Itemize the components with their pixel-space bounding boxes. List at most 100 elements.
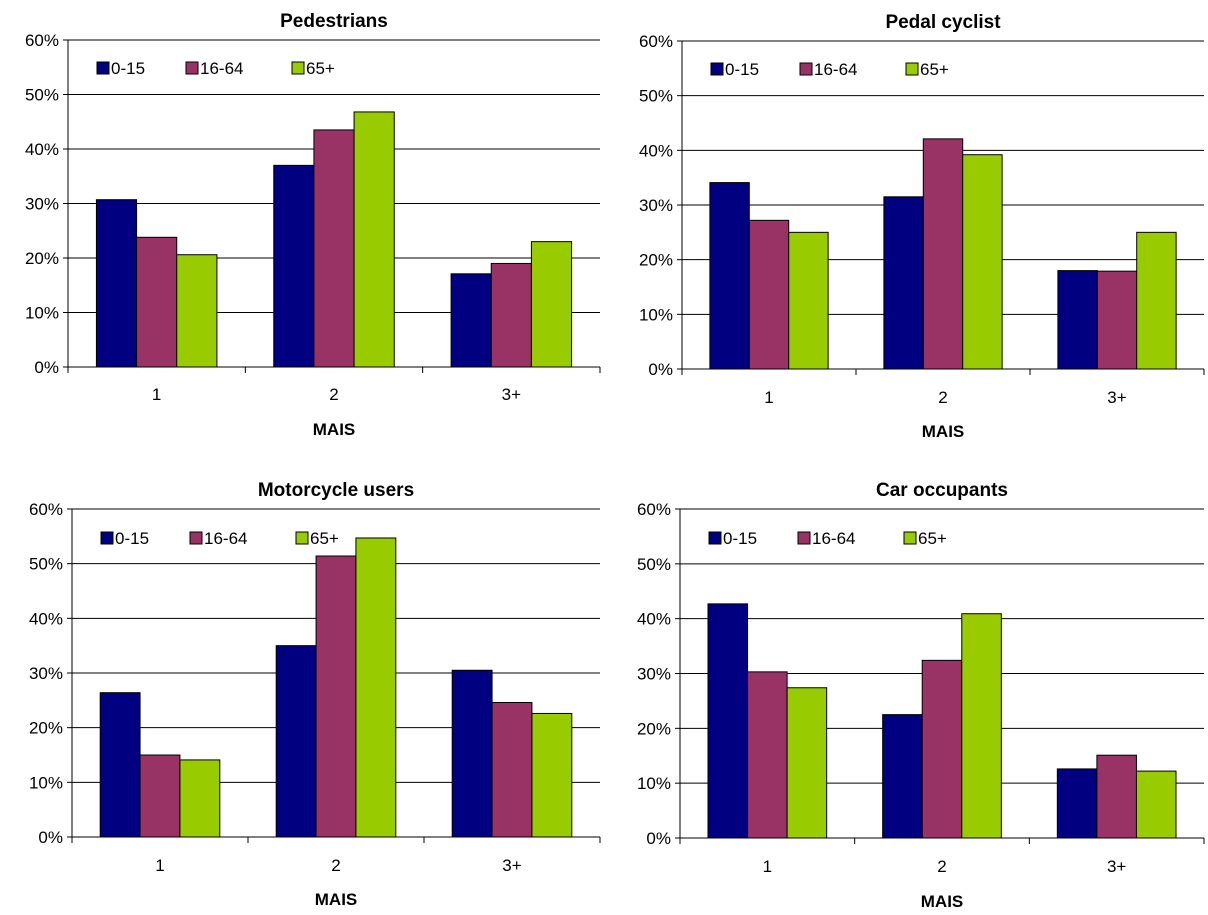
bar-65-3 xyxy=(530,241,573,368)
legend-swatch-0-15 xyxy=(100,531,114,545)
bar-16-64-2 xyxy=(315,555,357,838)
legend-label-65: 65+ xyxy=(920,60,949,79)
bar-65-2 xyxy=(961,613,1002,839)
y-tick-label: 50% xyxy=(639,87,673,106)
y-tick-label: 30% xyxy=(639,196,673,215)
chart-pedestrians: 0% 10% 20% 30% 40% 50% 60% 1 2 3+ Pedestrians MAIS 0… xyxy=(25,11,601,439)
bar-0-15-2 xyxy=(883,196,924,370)
bar-16-64-1 xyxy=(139,754,181,838)
chart-panel-pedestrians: 0% 10% 20% 30% 40% 50% 60% 1 2 3+ Pedestrians MAIS 0… xyxy=(0,0,604,457)
legend-swatch-16-64 xyxy=(189,531,203,545)
bar-16-64-2 xyxy=(922,138,964,370)
bar-65-1 xyxy=(788,231,829,370)
chart-title: Pedestrians xyxy=(280,11,388,32)
y-tick-label: 0% xyxy=(34,358,59,377)
x-axis-label: MAIS xyxy=(313,420,356,439)
chart-panel-motorcycle-users: 0% 10% 20% 30% 40% 50% 60% 1 2 3+ Motorcycle users… xyxy=(0,457,604,915)
legend-label-0-15: 0-15 xyxy=(725,60,759,79)
y-tick-label: 0% xyxy=(38,828,63,847)
bar-16-64-2 xyxy=(921,659,963,839)
y-tick-label: 50% xyxy=(29,555,63,574)
chart-car-occupants: 0% 10% 20% 30% 40% 50% 60% 1 2 3+ Car occupants MAI… xyxy=(637,480,1205,911)
bar-0-15-3 xyxy=(450,273,492,368)
x-tick-label: 3+ xyxy=(502,856,521,875)
y-tick-label: 20% xyxy=(637,719,671,738)
bar-16-64-3 xyxy=(1096,270,1138,370)
legend-label-65: 65+ xyxy=(310,529,339,548)
y-tick-label: 0% xyxy=(648,360,673,379)
legend-label-0-15: 0-15 xyxy=(723,529,757,548)
legend-swatch-65 xyxy=(291,61,305,75)
bar-0-15-3 xyxy=(451,669,493,838)
bar-16-64-2 xyxy=(313,129,355,368)
bar-65-3 xyxy=(1136,231,1177,370)
bar-0-15-3 xyxy=(1057,270,1098,370)
x-tick-label: 3+ xyxy=(1107,388,1126,407)
legend-swatch-65 xyxy=(905,62,919,76)
bar-16-64-3 xyxy=(490,262,532,368)
y-tick-label: 40% xyxy=(29,609,63,628)
bar-65-2 xyxy=(355,537,397,838)
chart-panel-pedal-cyclist: 0% 10% 20% 30% 40% 50% 60% 1 2 3+ Pedal cyclist MAI… xyxy=(604,0,1208,457)
bar-16-64-1 xyxy=(747,671,788,839)
legend-label-65: 65+ xyxy=(918,529,947,548)
bar-0-15-2 xyxy=(275,645,317,838)
legend-label-16-64: 16-64 xyxy=(204,529,247,548)
x-axis-label: MAIS xyxy=(921,892,964,911)
bar-65-3 xyxy=(531,712,573,838)
y-tick-label: 60% xyxy=(637,500,671,519)
y-tick-label: 60% xyxy=(25,31,59,50)
bar-16-64-1 xyxy=(136,236,178,368)
x-axis-label: MAIS xyxy=(922,422,965,441)
bar-65-3 xyxy=(1135,770,1177,839)
legend-swatch-0-15 xyxy=(710,62,724,76)
bar-16-64-3 xyxy=(491,702,533,838)
y-tick-label: 0% xyxy=(646,829,671,848)
y-tick-label: 10% xyxy=(29,773,63,792)
y-tick-label: 20% xyxy=(25,249,59,268)
chart-motorcycle-users: 0% 10% 20% 30% 40% 50% 60% 1 2 3+ Motorcycle users… xyxy=(29,480,601,909)
y-tick-label: 20% xyxy=(29,719,63,738)
legend-swatch-65 xyxy=(903,531,917,545)
x-tick-label: 1 xyxy=(763,857,772,876)
x-axis-label: MAIS xyxy=(315,890,358,909)
y-tick-label: 10% xyxy=(639,305,673,324)
y-tick-label: 20% xyxy=(639,251,673,270)
legend-swatch-16-64 xyxy=(797,531,811,545)
y-tick-label: 60% xyxy=(639,32,673,51)
chart-title: Motorcycle users xyxy=(258,480,414,501)
y-tick-label: 40% xyxy=(25,140,59,159)
x-tick-label: 2 xyxy=(937,857,946,876)
y-tick-label: 30% xyxy=(25,195,59,214)
x-tick-label: 3+ xyxy=(1107,857,1126,876)
legend-label-0-15: 0-15 xyxy=(111,59,145,78)
bar-0-15-1 xyxy=(99,692,141,838)
y-tick-label: 50% xyxy=(25,86,59,105)
y-tick-label: 10% xyxy=(25,304,59,323)
chart-title: Pedal cyclist xyxy=(885,12,1001,33)
legend-swatch-65 xyxy=(295,531,309,545)
legend-label-0-15: 0-15 xyxy=(115,529,149,548)
bar-16-64-1 xyxy=(748,219,790,370)
legend-swatch-0-15 xyxy=(708,531,722,545)
legend-swatch-16-64 xyxy=(799,62,813,76)
x-tick-label: 1 xyxy=(155,856,164,875)
x-tick-label: 2 xyxy=(938,388,947,407)
legend-swatch-16-64 xyxy=(185,61,199,75)
bar-0-15-3 xyxy=(1056,768,1098,839)
y-tick-label: 60% xyxy=(29,500,63,519)
bar-0-15-1 xyxy=(709,182,750,370)
legend-label-16-64: 16-64 xyxy=(814,60,857,79)
y-tick-label: 10% xyxy=(637,774,671,793)
bar-65-2 xyxy=(962,154,1003,370)
bar-65-1 xyxy=(176,254,218,368)
bar-16-64-3 xyxy=(1096,754,1137,839)
y-tick-label: 40% xyxy=(637,610,671,629)
bar-0-15-2 xyxy=(882,714,923,839)
x-tick-label: 1 xyxy=(152,385,161,404)
legend-swatch-0-15 xyxy=(96,61,110,75)
x-tick-label: 2 xyxy=(331,856,340,875)
y-tick-label: 50% xyxy=(637,555,671,574)
bar-0-15-2 xyxy=(273,164,315,368)
x-tick-label: 1 xyxy=(764,388,773,407)
